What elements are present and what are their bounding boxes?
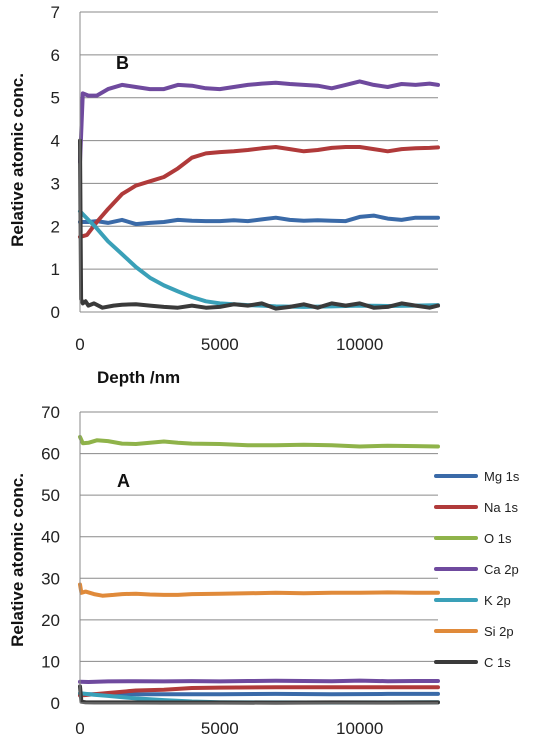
legend-label: K 2p	[484, 593, 511, 608]
y-tick-label: 70	[41, 403, 60, 422]
panel-a-gridlines	[80, 411, 438, 662]
y-tick-label: 3	[51, 174, 60, 193]
y-tick-label: 5	[51, 89, 60, 108]
y-tick-label: 6	[51, 46, 60, 65]
legend-label: O 1s	[484, 531, 512, 546]
x-tick-label: 0	[75, 335, 84, 354]
panel-b-axes	[79, 12, 438, 313]
panel-a-legend: Mg 1s Na 1s O 1s Ca 2p K 2p Si 2p C 1s	[434, 469, 520, 670]
y-tick-label: 4	[51, 132, 60, 151]
panel-b-y-tick-labels: 0 1 2 3 4 5 6 7	[51, 3, 60, 322]
panel-a-label: A	[117, 471, 130, 491]
y-tick-label: 60	[41, 445, 60, 464]
panel-a-series	[78, 434, 440, 705]
legend-label: C 1s	[484, 655, 511, 670]
x-tick-label: 10000	[336, 335, 383, 354]
x-tick-label: 10000	[336, 719, 383, 738]
legend-label: Mg 1s	[484, 469, 520, 484]
series-line-ca-2p	[78, 79, 440, 164]
y-tick-label: 0	[51, 303, 60, 322]
y-tick-label: 2	[51, 217, 60, 236]
x-tick-label: 0	[75, 719, 84, 738]
panel-a-y-axis-title: Relative atomic conc.	[8, 473, 27, 647]
series-line-si-2p	[78, 582, 440, 598]
series-line-k-2p	[78, 209, 440, 309]
y-tick-label: 0	[51, 694, 60, 713]
panel-a-y-tick-labels: 0 10 20 30 40 50 60 70	[41, 403, 60, 713]
y-tick-label: 30	[41, 569, 60, 588]
series-line-mg-1s	[78, 213, 440, 227]
series-line-o-1s	[78, 434, 440, 449]
panel-b-label: B	[116, 53, 129, 73]
y-tick-label: 7	[51, 3, 60, 22]
y-tick-label: 50	[41, 486, 60, 505]
panel-b-series	[78, 79, 440, 311]
series-line-na-1s	[78, 685, 440, 698]
panel-a-x-tick-labels: 0 5000 10000	[75, 719, 383, 738]
legend-label: Ca 2p	[484, 562, 519, 577]
x-tick-label: 5000	[201, 335, 239, 354]
y-tick-label: 1	[51, 260, 60, 279]
panel-b-y-axis-title: Relative atomic conc.	[8, 73, 27, 247]
panel-a-chart: 0 10 20 30 40 50 60 70 0 5000 10000 A Relative at…	[8, 403, 520, 738]
y-tick-label: 40	[41, 528, 60, 547]
series-line-c-1s	[78, 138, 440, 311]
x-tick-label: 5000	[201, 719, 239, 738]
panel-b-x-tick-labels: 0 5000 10000	[75, 335, 383, 354]
y-tick-label: 20	[41, 611, 60, 630]
panel-b-chart: 0 1 2 3 4 5 6 7 0 5000 10000 B Relative atomic co…	[8, 3, 440, 387]
legend-label: Si 2p	[484, 624, 514, 639]
series-line-na-1s	[78, 145, 440, 239]
panel-b-x-axis-title: Depth /nm	[97, 368, 180, 387]
panel-a-axes	[79, 412, 438, 704]
legend-label: Na 1s	[484, 500, 518, 515]
y-tick-label: 10	[41, 652, 60, 671]
series-line-ca-2p	[78, 678, 440, 684]
panel-b-gridlines	[80, 11, 438, 270]
